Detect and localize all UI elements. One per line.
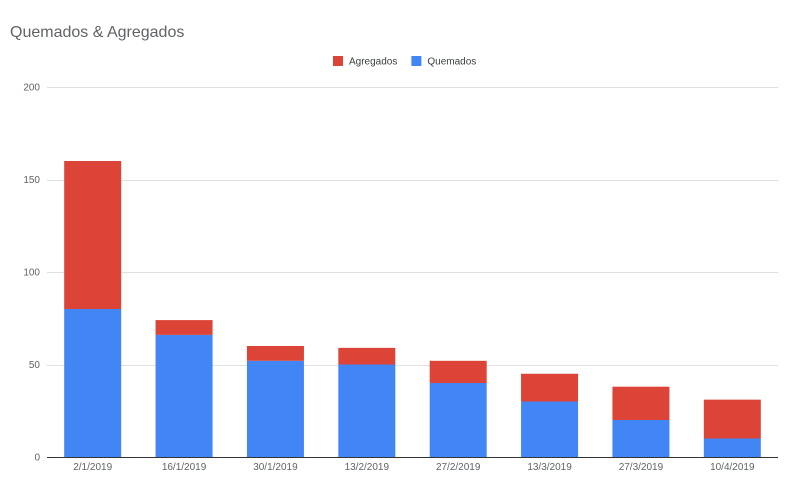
legend-label-quemados: Quemados	[427, 57, 476, 68]
bar-quemados-8	[703, 438, 761, 457]
x-tick-label-2: 16/1/2019	[162, 462, 207, 473]
x-tick-label-3: 30/1/2019	[253, 462, 298, 473]
legend-swatch-quemados	[411, 56, 422, 66]
bar-quemados-4	[338, 364, 396, 457]
y-tick-label-150: 150	[23, 175, 40, 186]
bar-agregados-4	[338, 347, 396, 365]
x-tick-label-4: 13/2/2019	[345, 462, 390, 473]
y-tick-label-0: 0	[34, 453, 40, 464]
bar-quemados-7	[612, 420, 670, 457]
legend-swatch-agregados	[333, 56, 343, 66]
x-tick-label-6: 13/3/2019	[527, 462, 572, 473]
bar-agregados-2	[155, 320, 213, 335]
x-tick-label-5: 27/2/2019	[436, 462, 481, 473]
y-tick-label-100: 100	[23, 268, 40, 279]
bar-agregados-7	[612, 386, 670, 420]
bar-agregados-6	[521, 373, 579, 402]
chart-title: Quemados & Agregados	[10, 24, 184, 41]
bars	[64, 161, 761, 457]
legend: Agregados Quemados	[333, 56, 476, 68]
x-tick-label-7: 27/3/2019	[619, 462, 664, 473]
x-tick-label-1: 2/1/2019	[73, 462, 112, 473]
bar-agregados-3	[246, 346, 304, 361]
bar-agregados-8	[703, 399, 761, 439]
axes: 0 50 100 150 200 2/1/2019 16/1/2019 30/1/2019 13…	[23, 83, 778, 473]
legend-label-agregados: Agregados	[349, 57, 397, 68]
bar-quemados-5	[429, 383, 487, 457]
bar-agregados-1	[64, 161, 122, 309]
gridlines	[47, 87, 778, 366]
y-tick-label-50: 50	[29, 360, 41, 371]
y-tick-label-200: 200	[23, 83, 40, 94]
x-tick-label-8: 10/4/2019	[710, 462, 755, 473]
bar-agregados-5	[429, 360, 487, 383]
bar-quemados-6	[521, 401, 579, 457]
bar-quemados-3	[246, 360, 304, 457]
bar-quemados-1	[64, 309, 122, 457]
bar-quemados-2	[155, 334, 213, 457]
